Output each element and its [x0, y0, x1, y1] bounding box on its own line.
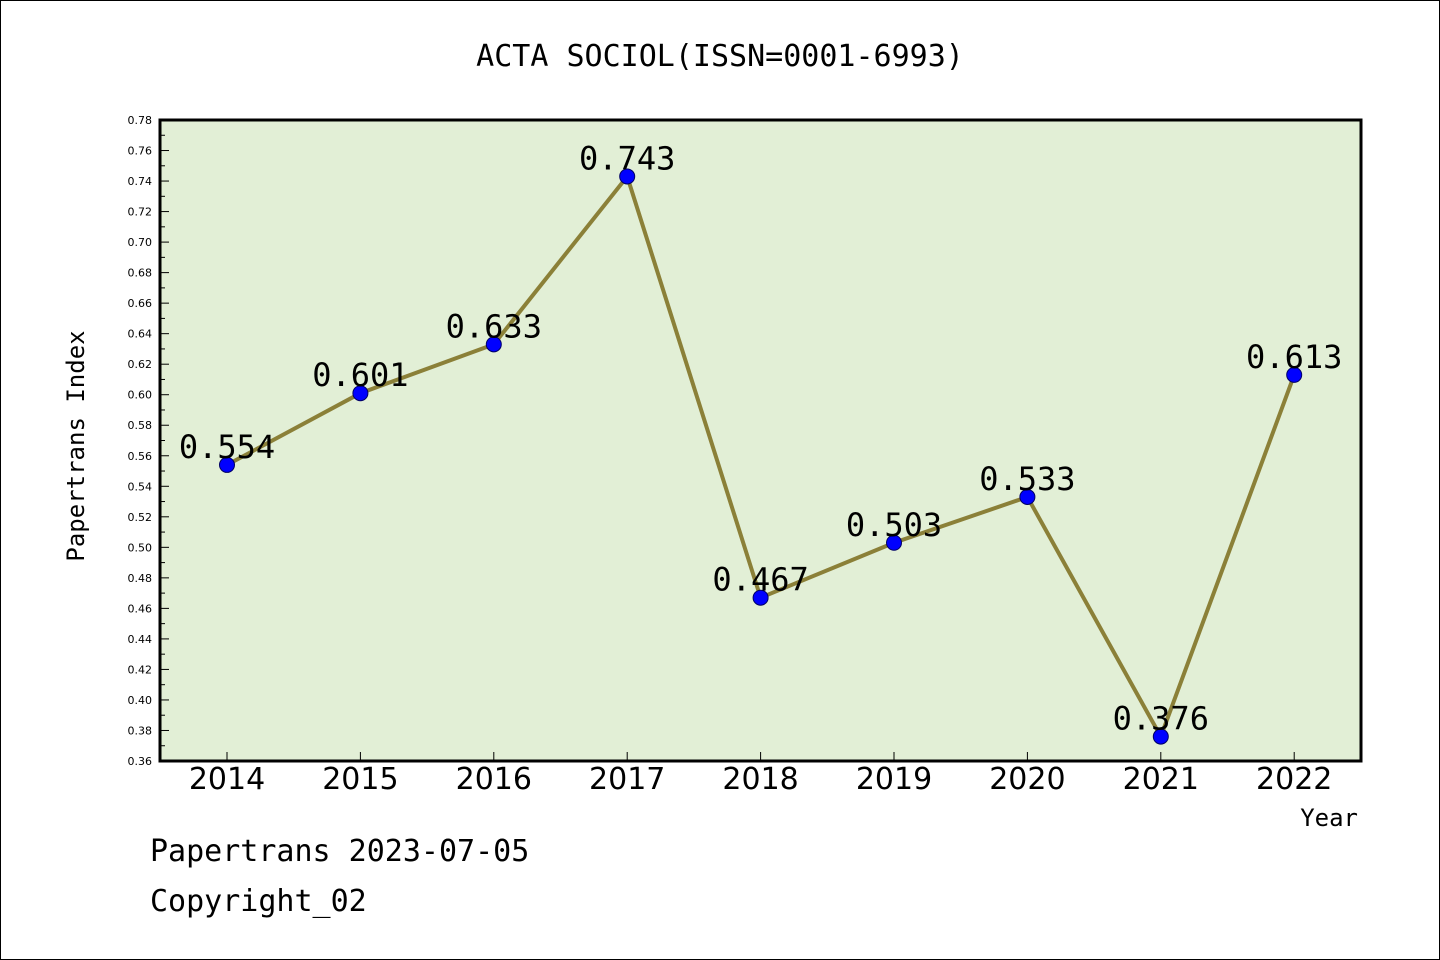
data-label: 0.601: [312, 356, 408, 394]
y-tick-label: 0.66: [128, 297, 153, 310]
data-point: [619, 168, 636, 185]
y-tick-label: 0.70: [128, 236, 153, 249]
y-axis-label: Papertrans Index: [62, 330, 90, 561]
chart-title: ACTA SOCIOL(ISSN=0001-6993): [476, 39, 964, 74]
data-point: [1152, 728, 1169, 745]
y-tick-label: 0.62: [128, 358, 153, 371]
data-point: [352, 385, 369, 402]
data-point: [886, 534, 902, 551]
x-tick-label: 2014: [189, 762, 265, 797]
x-tick-label: 2019: [856, 762, 932, 797]
y-tick-label: 0.78: [128, 114, 153, 127]
x-tick-label: 2018: [722, 762, 798, 797]
y-tick-label: 0.60: [128, 389, 153, 402]
x-tick-label: 2021: [1123, 762, 1199, 797]
y-tick-label: 0.58: [128, 419, 153, 432]
x-tick-label: 2020: [989, 762, 1065, 797]
x-tick-label: 2016: [456, 762, 532, 797]
y-tick-label: 0.42: [128, 663, 153, 676]
y-tick-label: 0.46: [128, 602, 153, 615]
x-axis-label: Year: [1300, 804, 1358, 832]
x-axis: 2014 2015 2016 2017 2018 2019 2020 2021 2022: [189, 752, 1332, 797]
y-tick-label: 0.38: [128, 724, 153, 737]
y-tick-label: 0.68: [128, 267, 153, 280]
y-tick-label: 0.44: [128, 633, 153, 646]
data-point: [1286, 366, 1303, 383]
data-label: 0.376: [1113, 700, 1209, 738]
data-point: [485, 336, 502, 353]
x-tick-label: 2022: [1256, 762, 1332, 797]
data-label: 0.554: [179, 428, 275, 466]
plot-area: [158, 118, 1363, 763]
y-tick-label: 0.72: [128, 206, 153, 219]
data-label: 0.533: [979, 460, 1075, 498]
data-label: 0.467: [712, 561, 808, 599]
data-label: 0.503: [846, 506, 942, 544]
y-tick-label: 0.52: [128, 511, 153, 524]
x-tick-label: 2017: [589, 762, 665, 797]
data-point: [752, 589, 769, 606]
footer-copyright-text: Copyright_02: [150, 884, 367, 919]
data-label: 0.633: [446, 307, 542, 345]
y-tick-label: 0.76: [128, 145, 153, 158]
y-tick-label: 0.56: [128, 450, 153, 463]
series-group: 0.554 0.601 0.633 0.743 0.467 0.503 0.533 0.376…: [179, 139, 1342, 745]
y-tick-label: 0.40: [128, 694, 153, 707]
x-tick-label: 2015: [322, 762, 398, 797]
y-axis: 0.36 0.38 0.40 0.42 0.44 0.46 0.48 0.50 0.52 0.54…: [128, 114, 169, 768]
footer-date-text: Papertrans 2023-07-05: [150, 834, 530, 869]
y-tick-label: 0.74: [128, 175, 153, 188]
y-tick-label: 0.54: [128, 480, 153, 493]
data-point: [1019, 488, 1036, 505]
y-tick-label: 0.36: [128, 755, 153, 768]
y-tick-label: 0.50: [128, 541, 153, 554]
data-point: [219, 456, 235, 473]
y-tick-label: 0.64: [128, 328, 153, 341]
data-label: 0.613: [1246, 338, 1342, 376]
y-tick-label: 0.48: [128, 572, 153, 585]
data-label: 0.743: [579, 139, 675, 177]
